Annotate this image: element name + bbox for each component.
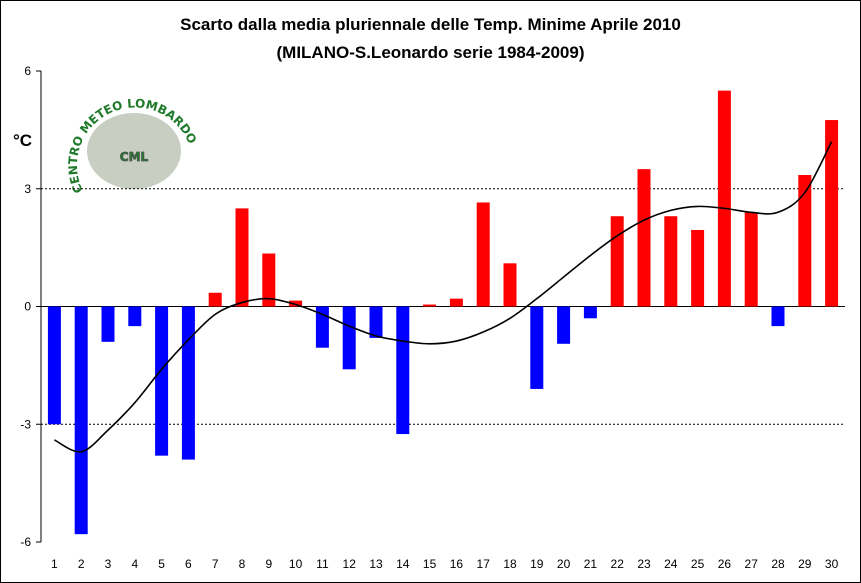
- cml-logo: CENTRO METEO LOMBARDO CML: [66, 96, 199, 195]
- bar: [664, 216, 678, 307]
- x-tick-label: 9: [265, 557, 272, 571]
- bar: [583, 306, 597, 319]
- x-tick-label: 17: [477, 557, 491, 571]
- x-tick-label: 27: [745, 557, 759, 571]
- bar: [691, 229, 705, 307]
- bar: [557, 306, 571, 344]
- y-axis-label: °C: [13, 131, 33, 150]
- x-tick-label: 5: [158, 557, 165, 571]
- bar: [262, 253, 276, 307]
- bar: [637, 169, 651, 307]
- x-tick-label: 20: [557, 557, 571, 571]
- y-tick-label: 3: [24, 182, 31, 196]
- bar: [289, 300, 303, 307]
- y-tick-label: 0: [24, 300, 31, 314]
- bar: [342, 306, 356, 370]
- x-tick-label: 2: [78, 557, 85, 571]
- x-tick-label: 23: [637, 557, 651, 571]
- bar: [530, 306, 544, 389]
- bar: [396, 306, 410, 435]
- x-tick-label: 12: [343, 557, 357, 571]
- x-tick-label: 14: [396, 557, 410, 571]
- x-tick-label: 4: [131, 557, 138, 571]
- bar: [798, 175, 812, 307]
- y-tick-label: -3: [20, 417, 31, 431]
- x-tick-label: 8: [239, 557, 246, 571]
- x-tick-label: 30: [825, 557, 839, 571]
- x-tick-label: 7: [212, 557, 219, 571]
- x-tick-label: 6: [185, 557, 192, 571]
- y-tick-label: 6: [24, 64, 31, 78]
- bar: [155, 306, 169, 456]
- bar: [771, 306, 785, 327]
- x-tick-label: 10: [289, 557, 303, 571]
- bar: [717, 90, 731, 307]
- bar: [208, 292, 222, 307]
- bar: [449, 298, 463, 307]
- x-tick-label: 19: [530, 557, 544, 571]
- x-tick-label: 16: [450, 557, 464, 571]
- trendline: [54, 141, 833, 453]
- x-tick-label: 3: [105, 557, 112, 571]
- y-tick-label: -6: [20, 535, 31, 549]
- x-tick-label: 29: [798, 557, 812, 571]
- bar: [369, 306, 383, 338]
- bar: [74, 306, 88, 535]
- chart-title: Scarto dalla media pluriennale delle Tem…: [180, 15, 681, 34]
- bar: [101, 306, 115, 342]
- x-tick-label: 24: [664, 557, 678, 571]
- lombardy-map-shape: [87, 113, 181, 189]
- bar: [610, 216, 624, 307]
- x-tick-label: 25: [691, 557, 705, 571]
- bar: [423, 304, 437, 307]
- x-tick-label: 13: [369, 557, 383, 571]
- bar: [476, 202, 490, 307]
- bar: [181, 306, 195, 460]
- x-tick-label: 11: [316, 557, 329, 571]
- x-tick-label: 21: [584, 557, 598, 571]
- bar: [235, 208, 249, 307]
- bar: [744, 212, 758, 307]
- bar: [825, 120, 839, 307]
- x-tick-label: 22: [611, 557, 625, 571]
- x-tick-label: 28: [771, 557, 785, 571]
- bar: [503, 263, 517, 307]
- chart-subtitle: (MILANO-S.Leonardo serie 1984-2009): [276, 43, 585, 62]
- bar: [47, 306, 61, 425]
- logo-initials: CML: [120, 150, 149, 164]
- x-tick-label: 18: [503, 557, 517, 571]
- x-tick-label: 1: [51, 557, 58, 571]
- x-tick-label: 26: [718, 557, 732, 571]
- x-tick-label: 15: [423, 557, 437, 571]
- bar: [128, 306, 142, 327]
- bar: [315, 306, 329, 348]
